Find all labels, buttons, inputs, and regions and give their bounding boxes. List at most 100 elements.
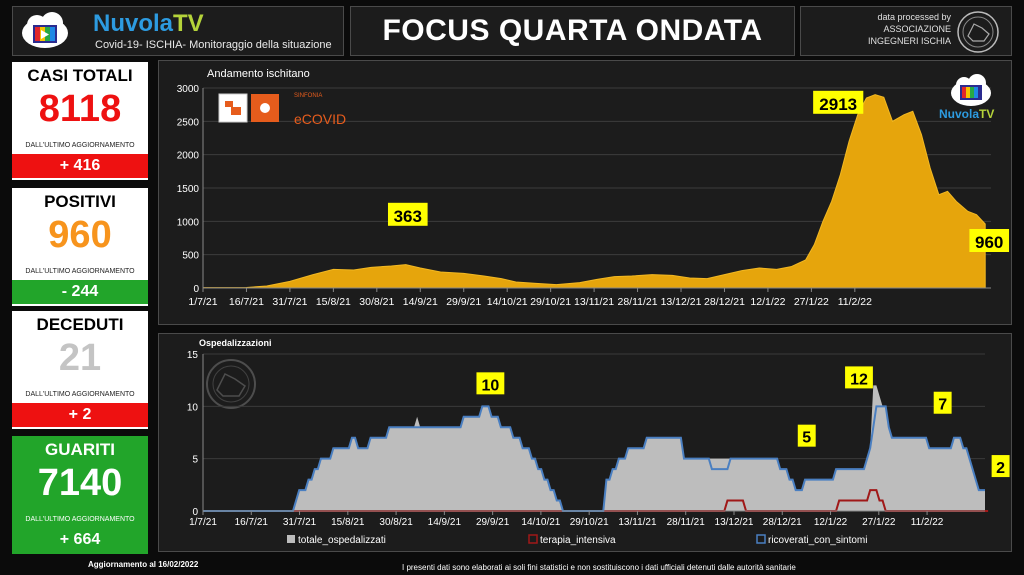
x-tick-label: 31/7/21: [283, 517, 317, 528]
seal-watermark-icon: [206, 359, 256, 409]
card-deceduti: DECEDUTI 21 DALL'ULTIMO AGGIORNAMENTO + …: [12, 311, 148, 429]
card-label: POSITIVI: [44, 192, 116, 211]
x-tick-label: 14/10/21: [487, 296, 528, 308]
legend-swatch: [756, 534, 766, 544]
x-tick-label: 14/9/21: [428, 517, 462, 528]
hospital-chart-panel: Ospedalizzazioni 0 5 10 15 1/7/21 16/7/21 31/7…: [158, 333, 1012, 552]
legend-swatch: [287, 535, 295, 543]
legend-label: terapia_intensiva: [540, 535, 616, 546]
x-tick-label: 29/10/21: [570, 517, 609, 528]
annotation-bg: [991, 455, 1010, 478]
x-tick-label: 12/1/22: [750, 296, 785, 308]
brand-part-a: Nuvola: [93, 10, 174, 37]
y-tick-label: 2000: [177, 151, 200, 162]
y-tick-label: 3000: [177, 84, 200, 95]
brand-subtitle: Covid-19- ISCHIA- Monitoraggio della sit…: [95, 39, 332, 51]
hospital-chart: Ospedalizzazioni 0 5 10 15 1/7/21 16/7/21 31/7…: [187, 338, 1010, 546]
x-tick-label: 13/12/21: [661, 296, 702, 308]
x-tick-label: 30/8/21: [359, 296, 394, 308]
x-tick-label: 28/12/21: [704, 296, 745, 308]
sinfonia-text: SINFONIA: [294, 93, 322, 99]
wm-tv: TV: [979, 107, 994, 121]
x-tick-label: 29/10/21: [530, 296, 571, 308]
x-tick-label: 14/9/21: [403, 296, 438, 308]
y-tick-label: 1000: [177, 217, 200, 228]
x-tick-label: 16/7/21: [229, 296, 264, 308]
y-tick-label: 500: [182, 251, 199, 262]
annotation-label: 7: [933, 391, 952, 414]
card-sub: DALL'ULTIMO AGGIORNAMENTO: [25, 391, 135, 398]
legend-item: terapia_intensiva: [528, 534, 616, 546]
card-sub: DALL'ULTIMO AGGIORNAMENTO: [25, 268, 135, 275]
card-label: GUARITI: [45, 440, 115, 459]
x-tick-label: 28/12/21: [763, 517, 802, 528]
x-tick-label: 12/1/22: [814, 517, 848, 528]
page-title: FOCUS QUARTA ONDATA: [382, 14, 763, 47]
chart-title: Ospedalizzazioni: [199, 338, 272, 348]
brand-name: NuvolaTV: [93, 10, 204, 38]
cases-area: [202, 94, 986, 289]
svg-text:NuvolaTV: NuvolaTV: [939, 107, 994, 121]
annotation-value: 2913: [819, 95, 857, 114]
x-tick-label: 30/8/21: [379, 517, 413, 528]
credit-line-1: data processed by: [877, 12, 951, 22]
card-positivi: POSITIVI 960 DALL'ULTIMO AGGIORNAMENTO -…: [12, 188, 148, 306]
nuvolatv-watermark: NuvolaTV: [939, 74, 994, 121]
x-tick-label: 13/11/21: [618, 517, 657, 528]
annotation-value: 10: [481, 377, 499, 394]
credit-line-2: ASSOCIAZIONE: [883, 24, 951, 34]
logo-panel: NuvolaTV Covid-19- ISCHIA- Monitoraggio …: [12, 6, 344, 56]
y-tick-label: 10: [187, 402, 199, 413]
annotation-value: 2: [996, 460, 1005, 477]
annotation-label: 2: [991, 455, 1010, 478]
x-tick-label: 29/9/21: [446, 296, 481, 308]
card-label: CASI TOTALI: [27, 66, 133, 85]
card-guariti: GUARITI 7140 DALL'ULTIMO AGGIORNAMENTO +…: [12, 436, 148, 554]
card-delta: + 2: [12, 403, 148, 427]
x-tick-label: 15/8/21: [331, 517, 365, 528]
x-tick-label: 28/11/21: [618, 296, 658, 308]
annotation-bg: [387, 202, 428, 226]
card-label: DECEDUTI: [36, 315, 124, 334]
card-sub: DALL'ULTIMO AGGIORNAMENTO: [25, 142, 135, 149]
x-tick-label: 14/10/21: [521, 517, 560, 528]
legend-item: ricoverati_con_sintomi: [756, 534, 868, 546]
annotation-value: 363: [394, 207, 422, 226]
annotation-label: 960: [969, 229, 1010, 252]
chart-title: Andamento ischitano: [207, 68, 310, 80]
annotation-bg: [933, 391, 952, 414]
legend-label: totale_ospedalizzati: [298, 535, 386, 546]
annotation-label: 2913: [813, 90, 864, 114]
x-tick-label: 31/7/21: [272, 296, 307, 308]
ecovid-watermark: SINFONIA eCOVID: [218, 93, 346, 127]
card-value: 960: [48, 214, 112, 256]
x-tick-label: 27/1/22: [862, 517, 896, 528]
y-tick-label: 0: [193, 284, 199, 295]
wm-nuvola: Nuvola: [939, 107, 979, 121]
annotation-bg: [797, 424, 816, 447]
y-tick-label: 5: [192, 455, 198, 466]
annotation-label: 363: [387, 202, 428, 226]
x-tick-label: 28/11/21: [667, 517, 706, 528]
cases-chart: Andamento ischitano 0 500 1000 1500 2000 2500…: [177, 68, 1010, 308]
brand-part-b: TV: [173, 10, 204, 37]
credit-line-3: INGEGNERI ISCHIA: [867, 36, 951, 46]
x-tick-label: 16/7/21: [235, 517, 269, 528]
x-tick-label: 13/12/21: [715, 517, 754, 528]
x-tick-label: 13/11/21: [574, 296, 614, 308]
y-tick-label: 2500: [177, 117, 200, 128]
x-tick-label: 15/8/21: [316, 296, 351, 308]
annotation-bg: [969, 229, 1010, 252]
ecovid-text: eCOVID: [294, 111, 346, 127]
card-delta: - 244: [12, 280, 148, 304]
update-date: Aggiornamento al 16/02/2022: [88, 560, 199, 569]
disclaimer: I presenti dati sono elaborati ai soli f…: [402, 563, 796, 572]
card-value: 21: [58, 337, 102, 379]
annotation-bg: [813, 90, 864, 114]
totale-ospedalizzati-area: [203, 385, 985, 511]
association-seal-icon: [957, 11, 999, 53]
annotation-label: 10: [476, 372, 505, 395]
x-tick-label: 11/2/22: [838, 296, 872, 308]
credit-panel: data processed by ASSOCIAZIONE INGEGNERI…: [800, 6, 1012, 56]
title-panel: FOCUS QUARTA ONDATA: [350, 6, 795, 56]
